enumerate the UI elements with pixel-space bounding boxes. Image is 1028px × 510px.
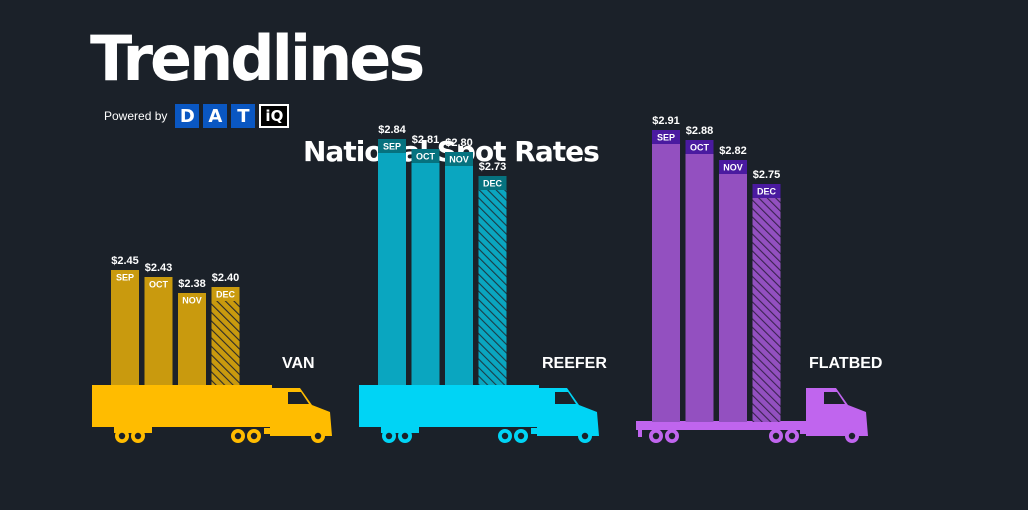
reefer-wheel-hub	[385, 432, 393, 440]
reefer-wheel-hub	[501, 432, 509, 440]
logo-letter-a: A	[203, 104, 228, 128]
flatbed-flatbed-leg	[638, 427, 642, 437]
reefer-wheel-hub	[401, 432, 409, 440]
reefer-month-tab-sep	[378, 139, 406, 153]
van-month-label-dec: DEC	[216, 290, 236, 300]
reefer-bar-nov	[445, 152, 473, 385]
flatbed-month-label-dec: DEC	[757, 187, 777, 197]
reefer-month-tab-oct	[411, 149, 440, 163]
van-cab-window	[288, 392, 309, 404]
van-series-label: VAN	[282, 355, 315, 372]
flatbed-month-tab-dec	[752, 184, 781, 198]
reefer-month-label-nov: NOV	[449, 155, 469, 165]
reefer-bar-sep	[378, 139, 406, 385]
van-wheel-hub	[314, 432, 322, 440]
van-value-label-nov: $2.38	[178, 278, 206, 290]
flatbed-wheel-hub	[652, 432, 660, 440]
powered-by: Powered by D A T iQ	[104, 104, 290, 128]
flatbed-series-label: FLATBED	[809, 355, 882, 372]
reefer-month-label-dec: DEC	[483, 179, 503, 189]
flatbed-month-label-oct: OCT	[690, 143, 710, 153]
flatbed-truck-icon	[636, 388, 868, 443]
flatbed-month-label-sep: SEP	[657, 133, 675, 143]
flatbed-bar-dec	[752, 184, 781, 422]
flatbed-cab-window	[824, 392, 845, 404]
flatbed-month-label-nov: NOV	[723, 163, 743, 173]
van-month-tab-oct	[144, 277, 173, 291]
van-bar-oct	[144, 277, 173, 385]
flatbed-month-tab-oct	[685, 140, 714, 154]
van-cab	[270, 388, 332, 436]
flatbed-wheel-hub	[668, 432, 676, 440]
flatbed-wheel-hub	[848, 432, 856, 440]
reefer-month-label-oct: OCT	[416, 152, 436, 162]
powered-by-text: Powered by	[104, 109, 168, 123]
logo-letter-d: D	[175, 104, 200, 128]
van-month-tab-sep	[111, 270, 139, 284]
reefer-wheel-hub	[517, 432, 525, 440]
reefer-cab	[537, 388, 599, 436]
reefer-series-label: REEFER	[542, 355, 607, 372]
reefer-trailer-axle	[381, 423, 419, 433]
reefer-value-label-sep: $2.84	[378, 124, 406, 136]
logo-letter-t: T	[231, 104, 256, 128]
flatbed-value-label-sep: $2.91	[652, 115, 680, 127]
van-month-tab-nov	[178, 293, 206, 307]
flatbed-bar-nov	[719, 160, 747, 422]
reefer-wheel-hub	[581, 432, 589, 440]
flatbed-flatbed-deck	[636, 421, 812, 430]
van-trailer-axle	[114, 423, 152, 433]
reefer-trailer-body	[359, 385, 539, 427]
page-title: Trendlines	[90, 22, 425, 95]
van-cab-coupler	[264, 428, 276, 434]
van-trailer-nose	[260, 392, 272, 426]
van-wheel-hub	[234, 432, 242, 440]
van-month-label-sep: SEP	[116, 273, 134, 283]
van-bar-dec	[211, 287, 240, 385]
van-trailer-body	[92, 385, 272, 427]
van-bar-sep	[111, 270, 139, 385]
flatbed-wheel-hub	[772, 432, 780, 440]
van-wheel-hub	[118, 432, 126, 440]
flatbed-value-label-nov: $2.82	[719, 145, 747, 157]
flatbed-cab	[806, 388, 868, 436]
reefer-bar-oct	[411, 149, 440, 385]
van-value-label-sep: $2.45	[111, 255, 139, 267]
van-month-tab-dec	[211, 287, 240, 301]
flatbed-cab-coupler	[800, 428, 812, 434]
van-value-label-dec: $2.40	[212, 272, 240, 284]
van-truck-icon	[92, 385, 332, 443]
flatbed-month-tab-nov	[719, 160, 747, 174]
reefer-month-label-sep: SEP	[383, 142, 401, 152]
van-bar-nov	[178, 293, 206, 385]
reefer-trailer-nose	[527, 392, 539, 426]
reefer-value-label-dec: $2.73	[479, 161, 507, 173]
van-wheel-hub	[134, 432, 142, 440]
van-value-label-oct: $2.43	[145, 262, 173, 274]
reefer-cab-coupler	[531, 428, 543, 434]
reefer-bar-dec	[478, 176, 507, 385]
flatbed-bar-sep	[652, 130, 680, 422]
van-month-label-nov: NOV	[182, 296, 202, 306]
flatbed-value-label-dec: $2.75	[753, 169, 781, 181]
reefer-truck-icon	[359, 385, 599, 443]
reefer-cab-window	[555, 392, 576, 404]
reefer-value-label-nov: $2.80	[445, 137, 473, 149]
flatbed-month-tab-sep	[652, 130, 680, 144]
reefer-value-label-oct: $2.81	[412, 134, 440, 146]
van-month-label-oct: OCT	[149, 280, 169, 290]
flatbed-bar-oct	[685, 140, 714, 422]
flatbed-wheel-hub	[788, 432, 796, 440]
logo-iq: iQ	[259, 104, 290, 128]
van-wheel-hub	[250, 432, 258, 440]
reefer-month-tab-nov	[445, 152, 473, 166]
flatbed-value-label-oct: $2.88	[686, 125, 714, 137]
reefer-month-tab-dec	[478, 176, 507, 190]
